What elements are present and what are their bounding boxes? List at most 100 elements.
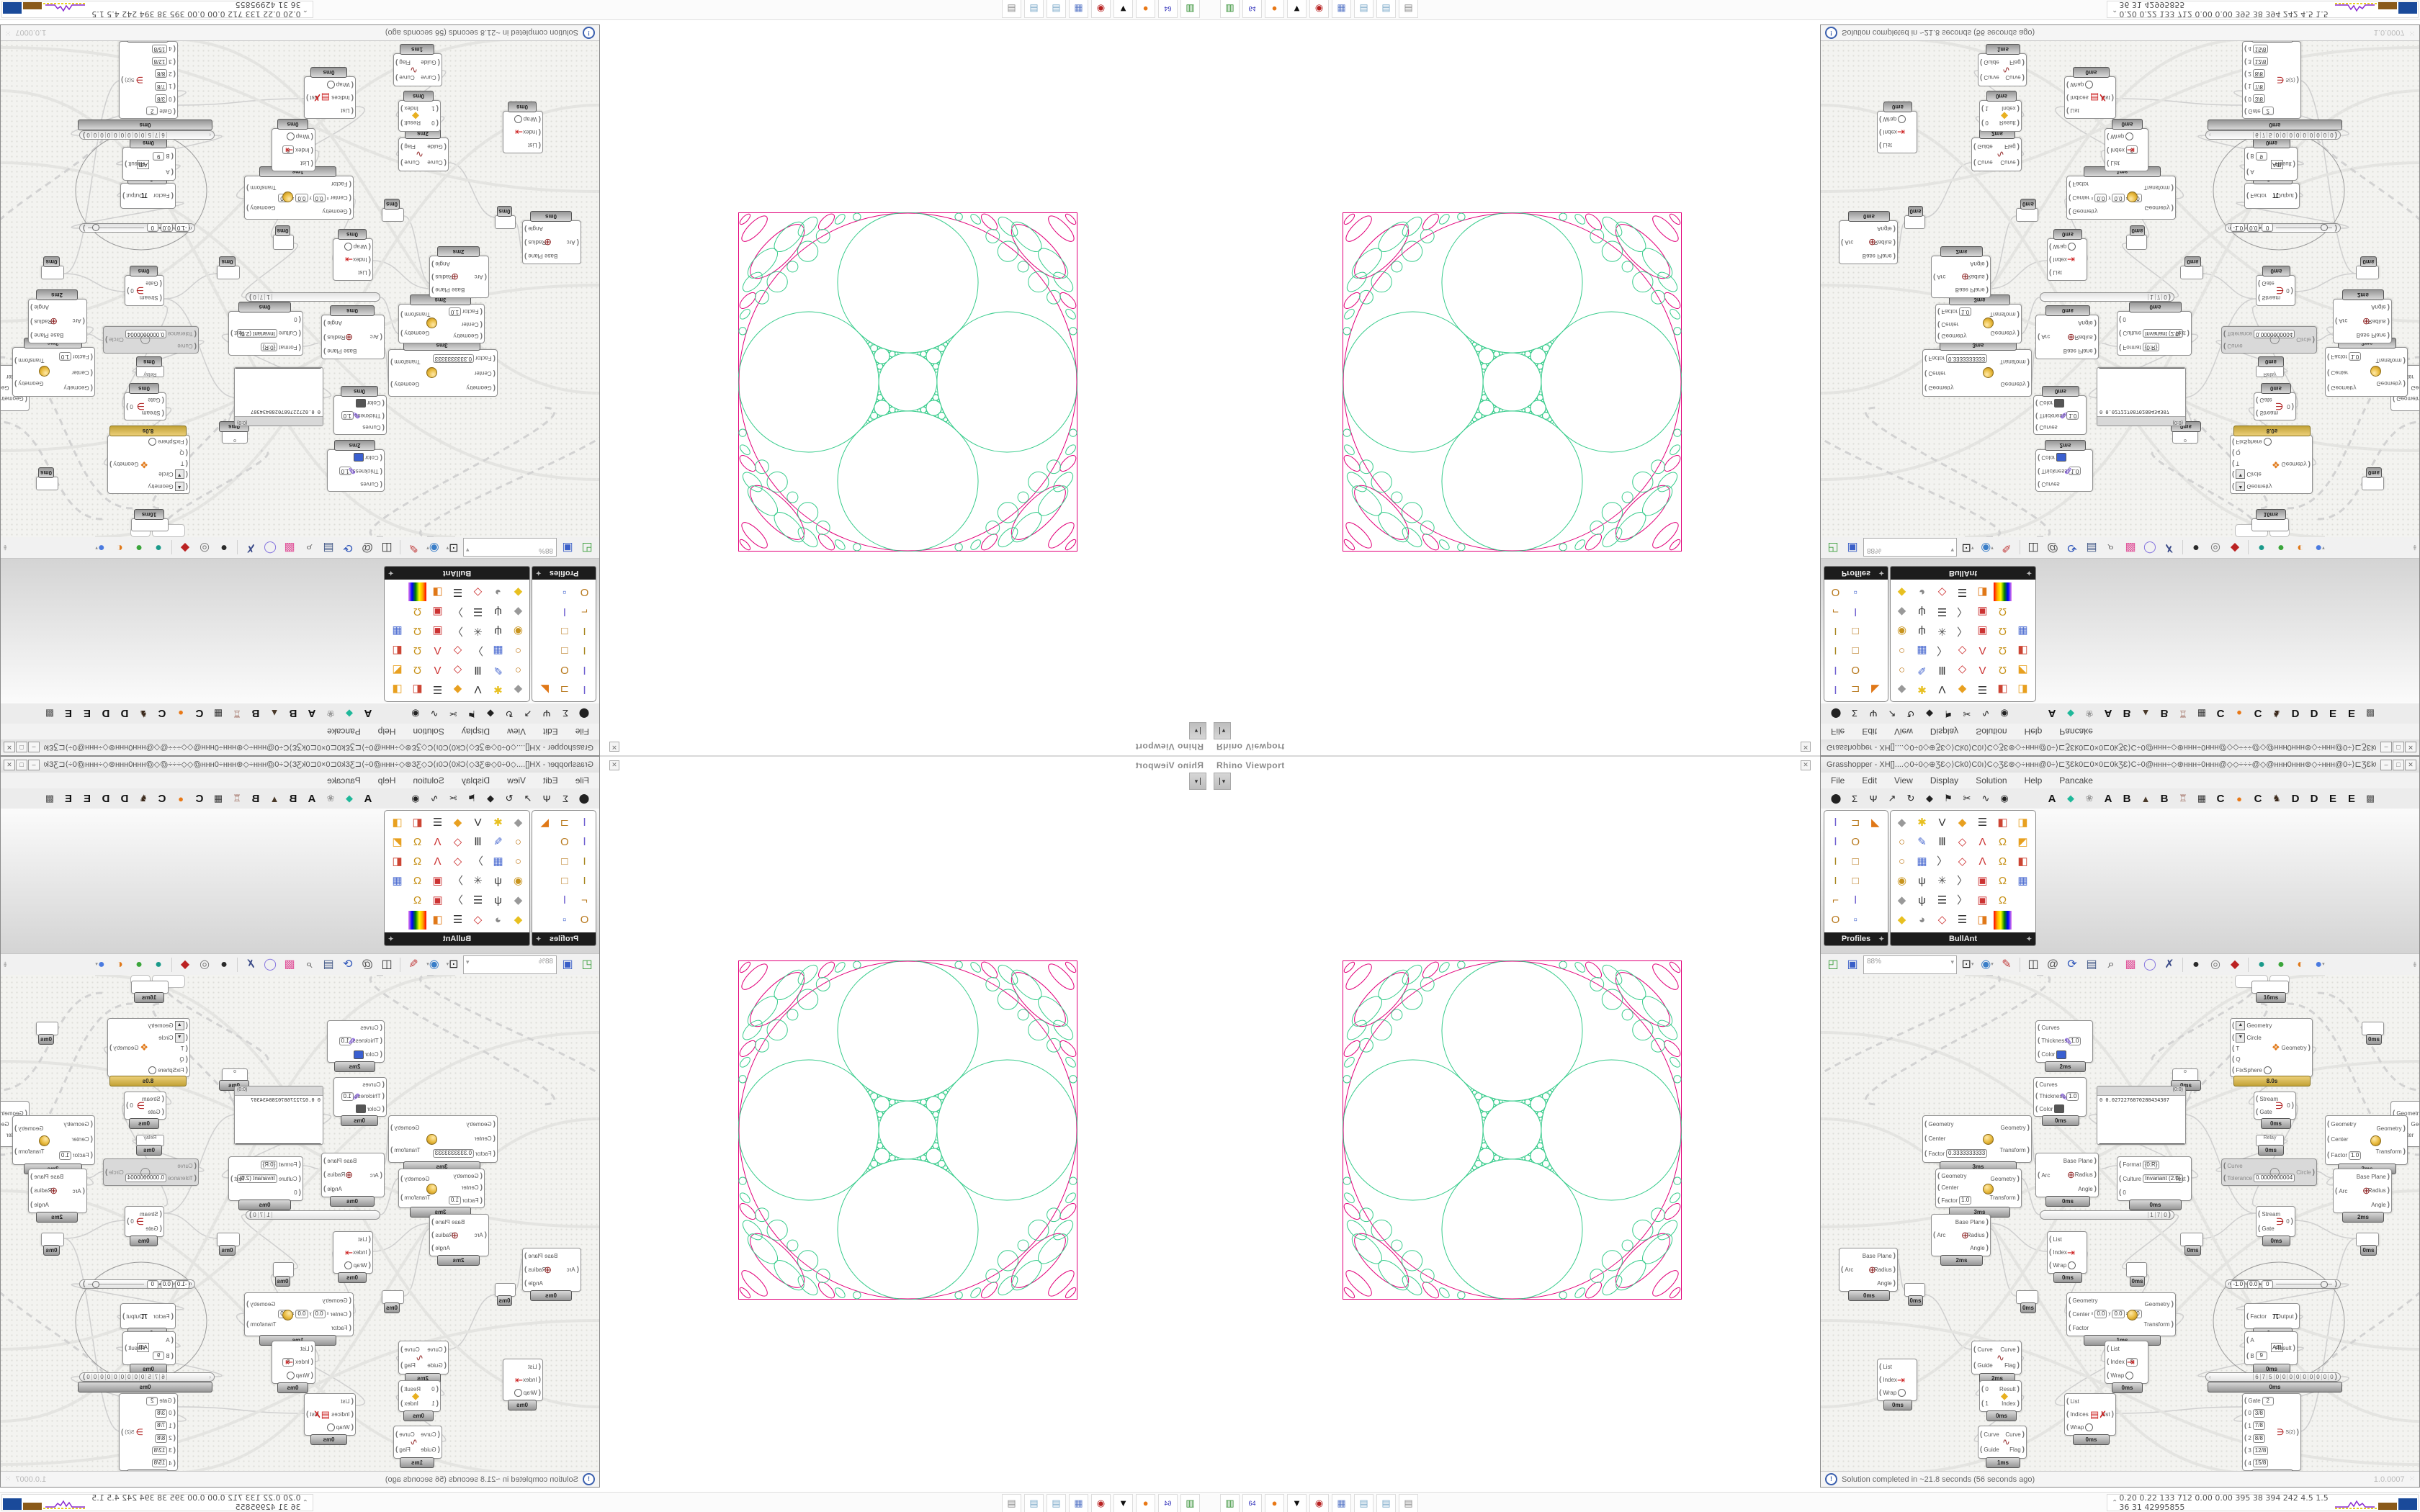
tab-plugin-3[interactable]: A: [308, 707, 316, 720]
toolbar-preview-eye-icon[interactable]: ◉▾: [1981, 958, 1994, 971]
palette-icon[interactable]: ✱: [1917, 683, 1927, 696]
tab-icon-3[interactable]: ↗: [524, 708, 532, 719]
palette-icon[interactable]: □: [1852, 625, 1859, 637]
menu-item-help[interactable]: Help: [377, 775, 396, 786]
gh-node-cull-index[interactable]: (List(Indices(Wrap List) ▤✗ 0ms: [2064, 67, 2116, 119]
gh-node-flip-curve-2[interactable]: (Curve(Guide Curve) Flag) ∿ 1ms: [393, 44, 442, 86]
palette-icon[interactable]: □: [1852, 855, 1859, 868]
gh-node-md-slider[interactable]: n -1.0 v 0.0 ▸ 0): [79, 1279, 195, 1289]
gh-node-relay-e[interactable]: 0ms: [495, 1283, 516, 1306]
close-button[interactable]: ✕: [4, 760, 15, 770]
gh-node-fit-circle-disabled[interactable]: (Curve(Tolerance 0.0000000004 Circle) ◯: [103, 326, 199, 354]
gh-node-move-scale[interactable]: (Geometry(Centerx0.0y0.0z0.0(FactorGeome…: [2066, 1292, 2176, 1346]
tab-plugin-13[interactable]: D: [120, 792, 129, 805]
toolbar-rings-icon[interactable]: ◎: [200, 958, 210, 971]
gh-node-pick-choose[interactable]: (0(1 Result) Index) ◆ 0ms: [398, 1380, 441, 1421]
tab-plugin-15[interactable]: E: [2329, 707, 2336, 720]
zoom-combo[interactable]: 88%: [463, 538, 557, 557]
palette-icon[interactable]: [388, 602, 406, 621]
palette-icon[interactable]: [536, 872, 554, 891]
palette-icon[interactable]: ◇: [1937, 914, 1947, 926]
palette-icon[interactable]: ☰: [432, 816, 443, 829]
gh-node-relay-c[interactable]: 0ms: [217, 1233, 240, 1256]
minimize-button[interactable]: –: [28, 742, 40, 752]
palette-icon[interactable]: □: [561, 875, 568, 887]
gh-node-scale-2[interactable]: (Geometry(Center(Factor 1.0 Geometry) Trans…: [2325, 1115, 2408, 1174]
gh-node-list-item-3[interactable]: (List(Index(Wrap ⇥ 0ms: [503, 102, 543, 153]
gh-node-painter-1[interactable]: (Curves(Thickness 1.0(Color ✎ 2ms: [2035, 440, 2093, 492]
gh-node-md-slider[interactable]: n -1.0 v 0.0 ▸ 0): [79, 223, 195, 233]
toolbar-finder-icon[interactable]: ⌕: [305, 541, 313, 554]
toolbar-sketch-quill-icon[interactable]: ✎: [408, 541, 418, 554]
menu-item-edit[interactable]: Edit: [1862, 775, 1878, 786]
palette-icon[interactable]: 〉: [1956, 875, 1968, 887]
tab-plugin-6[interactable]: B: [2160, 707, 2169, 720]
resize-grip-icon[interactable]: ⁙: [5, 1475, 12, 1483]
palette-icon[interactable]: ◇: [1937, 586, 1947, 598]
toggle-icon[interactable]: [148, 1066, 157, 1075]
toolbar-sketch-quill-icon[interactable]: ✎: [2002, 958, 2012, 971]
gh-node-stream-gate-2[interactable]: (Stream(Gate 0) ∋ 0ms: [2256, 1206, 2295, 1246]
taskbar-app-icon-4[interactable]: ◉: [1309, 1494, 1329, 1512]
grasshopper-titlebar[interactable]: Grasshopper - XH[]....◇0÷0◇⊕ƷƐ◇⟩Ck0⟩C0ı⟩…: [1, 757, 599, 773]
toolbar-doc-viewer-icon[interactable]: ▤: [323, 958, 334, 971]
gh-node-relay-d[interactable]: 0ms: [41, 1233, 64, 1256]
palette-icon[interactable]: ▦: [1917, 644, 1927, 657]
tab-icon-6[interactable]: ⚑: [1944, 793, 1953, 804]
palette-icon[interactable]: ☰: [1937, 894, 1948, 906]
menu-item-file[interactable]: File: [1831, 775, 1845, 786]
palette-icon[interactable]: ◆: [514, 683, 523, 696]
gh-node-deconstruct-arc-3[interactable]: (Arc Base Plane) Radius) Angle) ⊕ 2ms: [1931, 246, 1991, 298]
palette-icon[interactable]: Ⅰ: [563, 606, 567, 618]
toolbar-gha-loader-icon[interactable]: ⟳: [2067, 541, 2077, 554]
tab-plugin-17[interactable]: ▩: [45, 708, 55, 719]
palette-icon[interactable]: ▫: [1853, 586, 1857, 598]
gh-node-value-panel[interactable]: (0:0)0 0.02722768702884343070ms: [234, 367, 323, 426]
palette-icon[interactable]: ◇: [453, 836, 462, 848]
zoom-combo[interactable]: 88%: [1863, 955, 1957, 974]
gh-node-deconstruct-arc-2[interactable]: (Arc Base Plane) Radius) Angle) ⊕ 2ms: [2333, 1169, 2392, 1223]
palette-icon[interactable]: ▦: [392, 625, 403, 637]
tab-icon-0[interactable]: ⬤: [1830, 793, 1842, 804]
gh-node-list-item-2[interactable]: (List(Index 8(Wrap ⇥ 0ms: [2105, 1341, 2148, 1393]
gh-node-profiler-16ms[interactable]: 16ms: [131, 509, 169, 531]
tab-plugin-16[interactable]: E: [65, 707, 73, 720]
gh-node-relay-c[interactable]: 0ms: [217, 256, 240, 279]
palette-icon[interactable]: ◣: [540, 816, 549, 829]
palette-icon[interactable]: ▦: [392, 875, 403, 887]
palette-icon[interactable]: ○: [1898, 855, 1906, 868]
node-canvas[interactable]: 16ms(Curves(Thickness 1.0(Color ✎ 2ms(▲ Geom…: [1821, 975, 2419, 1473]
gh-node-deconstruct-arc-3[interactable]: (Arc Base Plane) Radius) Angle) ⊕ 2ms: [1931, 1214, 1991, 1266]
palette-icon[interactable]: [536, 911, 554, 930]
gh-node-painter-2[interactable]: (Curves(Thickness 1.0(Color ✎ 0ms: [2033, 1077, 2087, 1126]
slider-knob[interactable]: [92, 1281, 100, 1288]
tab-plugin-7[interactable]: ♖: [2179, 708, 2187, 719]
palette-icon[interactable]: V: [1938, 816, 1946, 829]
viewport-dropdown-button[interactable]: ▾: [1214, 773, 1231, 790]
palette-icon[interactable]: ▦: [1917, 855, 1927, 868]
menu-item-file[interactable]: File: [575, 726, 589, 737]
close-button[interactable]: ✕: [2405, 760, 2416, 770]
taskbar-app-icon-3[interactable]: ▼: [1287, 1494, 1307, 1512]
gh-node-move-scale[interactable]: (Geometry(Centerx0.0y0.0z0.0(FactorGeome…: [244, 166, 354, 220]
gh-node-relay-a[interactable]: 0ms: [2362, 1022, 2384, 1045]
palette-icon[interactable]: Ⅲ: [474, 664, 482, 676]
palette-collapse-icon[interactable]: ✦: [2026, 570, 2032, 577]
palette-icon[interactable]: ◨: [392, 816, 403, 829]
palette-icon[interactable]: ◆: [514, 816, 523, 829]
palette-icon[interactable]: [1866, 833, 1884, 852]
palette-icon[interactable]: ◆: [1897, 606, 1906, 618]
toolbar-gha-loader-icon[interactable]: ⟳: [343, 541, 353, 554]
gh-node-digit-scroller-675[interactable]: ‹ 6 7 5 0 0 0 0 0 0 0 0 0) 0ms: [2205, 1372, 2342, 1392]
tab-icon-3[interactable]: ↗: [524, 793, 532, 804]
gh-node-flip-curve-1[interactable]: (Curve(Guide Curve) Flag) ∿ 2ms: [398, 1341, 449, 1384]
palette-icon[interactable]: O: [580, 586, 589, 598]
toolbar-sphere-dark-icon[interactable]: ●: [2192, 541, 2200, 554]
palette-icon[interactable]: [388, 582, 406, 601]
taskbar-app-icon-5[interactable]: ▦: [1332, 0, 1351, 18]
palette-icon[interactable]: Ω: [1998, 855, 2007, 868]
gh-node-fit-circle-disabled[interactable]: (Curve(Tolerance 0.0000000004 Circle) ◯: [2221, 326, 2317, 354]
palette-icon[interactable]: □: [561, 644, 568, 657]
toolbar-zoom-extents-icon[interactable]: ⊡▾: [446, 958, 459, 971]
tab-plugin-17[interactable]: ▩: [2365, 793, 2375, 804]
